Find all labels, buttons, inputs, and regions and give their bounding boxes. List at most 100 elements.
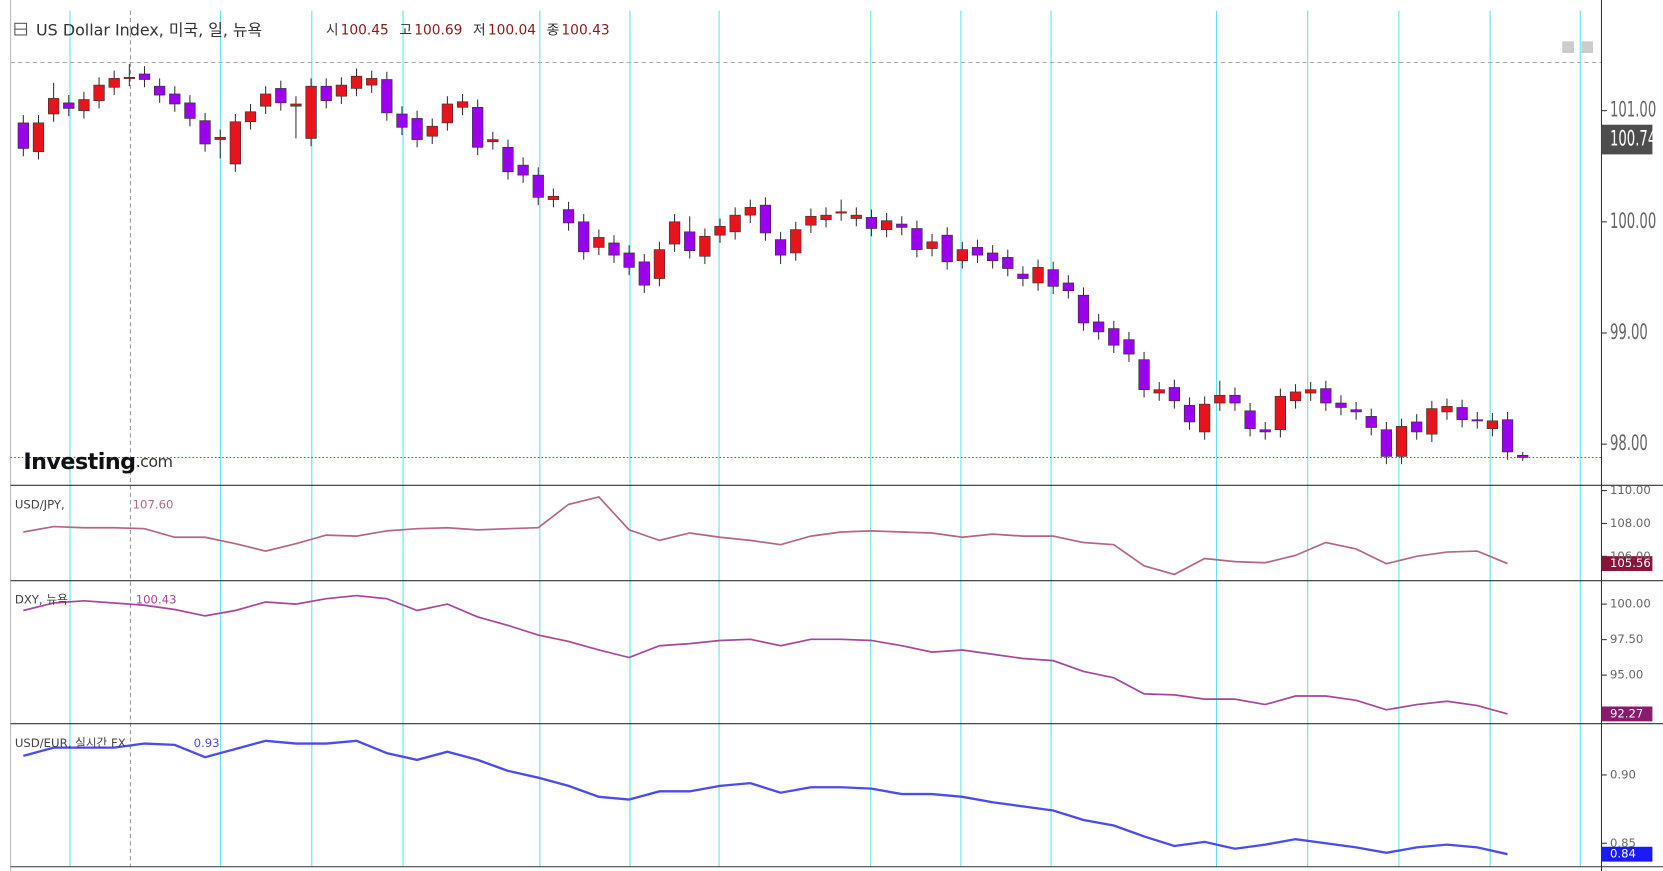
y-tick-label: 101.00 — [1610, 99, 1656, 123]
candle-body — [1002, 257, 1014, 269]
candle-body — [911, 228, 923, 250]
candle-body — [941, 234, 953, 263]
candle-body — [1335, 402, 1347, 408]
candle-body — [668, 221, 681, 245]
candle-body — [744, 207, 756, 216]
candle-body — [517, 164, 529, 176]
last-value-box — [1601, 846, 1653, 862]
candle-body — [502, 147, 514, 173]
last-value-box — [1601, 556, 1653, 571]
candle-body — [1501, 419, 1514, 453]
y-tick-label: 98.00 — [1610, 432, 1648, 456]
candle-body — [1486, 420, 1499, 429]
candle-body — [623, 252, 635, 268]
candle-body — [896, 223, 908, 228]
candle-body — [1017, 273, 1029, 279]
candle-body — [593, 237, 605, 248]
candle-body — [1123, 339, 1135, 355]
candle-body — [184, 102, 196, 119]
candle-body — [411, 118, 423, 140]
candle-body — [1365, 416, 1377, 428]
candle-body — [456, 101, 469, 108]
candle-body — [820, 214, 832, 220]
ohlc-value: 100.69 — [414, 23, 462, 39]
candle-body — [684, 231, 696, 252]
last-value-box — [1601, 706, 1653, 722]
candle-body — [1093, 321, 1105, 333]
candle-body — [320, 85, 332, 101]
panel-legend: DXY, 뉴욕 100.43 — [15, 592, 177, 606]
candle-body — [1214, 394, 1226, 404]
line-series — [23, 496, 1508, 576]
candle-body — [532, 174, 544, 198]
candle-body — [714, 225, 726, 236]
candle-body — [1305, 389, 1317, 394]
candle-body — [1471, 419, 1483, 422]
watermark-brand: Investing — [23, 448, 135, 474]
y-tick-label: 110.00 — [1610, 483, 1651, 497]
y-tick-label: 0.90 — [1610, 767, 1636, 781]
candle-body — [578, 221, 590, 253]
y-tick-label: 106.00 — [1610, 549, 1651, 563]
candle-body — [729, 214, 741, 233]
last-value-label: 105.56 — [1610, 556, 1651, 570]
candle-body — [1138, 359, 1150, 391]
line-series — [23, 594, 1508, 715]
watermark-suffix: .com — [136, 451, 173, 470]
candle-body — [1032, 267, 1044, 284]
candle-body — [1411, 421, 1423, 433]
candle-body — [638, 261, 650, 286]
candle-body — [32, 122, 45, 153]
marks — [10, 63, 1653, 862]
candle-body — [305, 85, 317, 139]
candle-body — [1380, 429, 1393, 457]
candle-body — [1153, 389, 1165, 394]
window-icon — [1581, 41, 1594, 53]
candle-body — [396, 113, 408, 128]
candle-body — [154, 85, 166, 96]
candle-body — [547, 195, 560, 200]
candle-body — [93, 84, 105, 101]
candle-body — [78, 99, 90, 111]
ohlc-label: 저 — [473, 23, 486, 39]
candle-body — [805, 215, 817, 226]
candle-body — [335, 84, 348, 97]
chart-title: US Dollar Index, 미국, 일, 뉴욕 — [36, 20, 262, 39]
candle-body — [1077, 294, 1090, 324]
panel-legend-value: 107.60 — [133, 497, 174, 511]
candle-body — [138, 73, 151, 80]
candle-body — [1350, 409, 1362, 413]
panel-title: USD/EUR, 실시간 FX — [15, 735, 126, 749]
candle-body — [926, 241, 938, 249]
y-tick-label: 100.00 — [1610, 597, 1651, 611]
candle-body — [1047, 269, 1059, 287]
candle-body — [275, 88, 287, 104]
ohlc-label: 시 — [326, 23, 339, 39]
candle-body — [1456, 407, 1468, 421]
candle-body — [759, 204, 772, 234]
candle-body — [472, 106, 484, 148]
candle-body — [108, 78, 120, 88]
candle-body — [987, 252, 999, 262]
ohlc-label: 고 — [399, 23, 412, 39]
candle-body — [1395, 426, 1408, 457]
y-tick-label: 0.85 — [1610, 836, 1636, 850]
y-tick-label: 100.00 — [1610, 210, 1656, 234]
candle-body — [350, 75, 363, 89]
window-icon — [1562, 41, 1574, 53]
candle-body — [1199, 403, 1211, 433]
candle-body — [1441, 406, 1453, 413]
y-tick-label: 95.00 — [1610, 668, 1643, 682]
ohlc-label: 종 — [547, 23, 560, 39]
last-value-label: 92.27 — [1610, 706, 1643, 720]
chart-header: US Dollar Index, 미국, 일, 뉴욕 시 100.45 고 100.69… — [36, 20, 610, 39]
watermark: Investing.com — [23, 448, 172, 474]
candle-body — [487, 139, 499, 143]
candle-body — [699, 235, 711, 257]
panel-legend-value: 100.43 — [136, 592, 177, 606]
panel-legend-value: 0.93 — [194, 735, 220, 749]
candle-body — [48, 98, 60, 115]
candle-body — [63, 102, 75, 109]
candle-body — [850, 214, 862, 219]
